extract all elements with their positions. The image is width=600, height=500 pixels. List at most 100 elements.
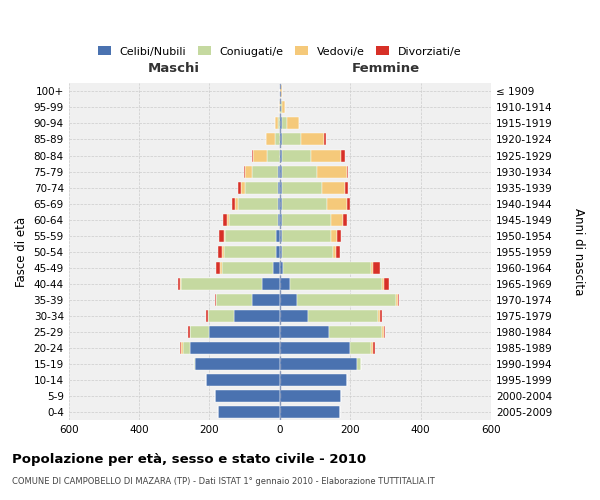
Bar: [181, 278, 262, 290]
Bar: [218, 246, 222, 258]
Bar: [251, 150, 253, 162]
Bar: [311, 150, 341, 162]
Bar: [332, 246, 336, 258]
Bar: [281, 214, 331, 226]
Bar: [208, 310, 234, 322]
Bar: [183, 342, 190, 354]
Bar: [190, 342, 280, 354]
Bar: [223, 214, 227, 226]
Bar: [225, 230, 276, 241]
Bar: [217, 294, 251, 306]
Bar: [280, 406, 340, 418]
Bar: [245, 182, 278, 194]
Bar: [209, 326, 280, 338]
Bar: [194, 358, 196, 370]
Bar: [222, 262, 273, 274]
Bar: [357, 358, 361, 370]
Y-axis label: Fasce di età: Fasce di età: [15, 216, 28, 287]
Bar: [280, 294, 298, 306]
Bar: [281, 198, 328, 209]
Bar: [280, 278, 290, 290]
Bar: [280, 326, 329, 338]
Bar: [337, 230, 341, 241]
Bar: [229, 214, 278, 226]
Bar: [287, 118, 299, 130]
Bar: [196, 358, 280, 370]
Bar: [206, 310, 208, 322]
Bar: [178, 278, 179, 290]
Bar: [308, 310, 379, 322]
Bar: [347, 198, 350, 209]
Bar: [276, 230, 280, 241]
Legend: Celibi/Nubili, Coniugati/e, Vedovi/e, Divorziati/e: Celibi/Nubili, Coniugati/e, Vedovi/e, Di…: [93, 42, 466, 61]
Bar: [280, 390, 341, 402]
Bar: [251, 294, 280, 306]
Bar: [275, 134, 280, 145]
Bar: [235, 198, 238, 209]
Bar: [280, 358, 357, 370]
Bar: [322, 182, 345, 194]
Bar: [280, 134, 281, 145]
Bar: [331, 230, 337, 241]
Bar: [281, 102, 285, 114]
Bar: [280, 150, 281, 162]
Bar: [382, 326, 383, 338]
Bar: [283, 262, 371, 274]
Bar: [280, 166, 281, 177]
Bar: [383, 278, 389, 290]
Bar: [280, 374, 347, 386]
Bar: [347, 166, 349, 177]
Bar: [345, 182, 348, 194]
Bar: [224, 246, 276, 258]
Bar: [275, 118, 278, 130]
Bar: [251, 166, 278, 177]
Bar: [266, 134, 275, 145]
Bar: [278, 166, 280, 177]
Bar: [232, 198, 235, 209]
Bar: [278, 198, 280, 209]
Bar: [298, 294, 396, 306]
Bar: [383, 326, 385, 338]
Bar: [331, 214, 343, 226]
Bar: [281, 134, 301, 145]
Bar: [280, 214, 281, 226]
Bar: [280, 198, 281, 209]
Bar: [382, 278, 383, 290]
Bar: [280, 118, 281, 130]
Bar: [329, 326, 382, 338]
Bar: [224, 230, 225, 241]
Bar: [328, 198, 347, 209]
Bar: [324, 134, 326, 145]
Bar: [281, 166, 317, 177]
Bar: [280, 246, 281, 258]
Bar: [181, 342, 183, 354]
Bar: [396, 294, 398, 306]
Bar: [341, 150, 345, 162]
Bar: [281, 150, 311, 162]
Bar: [273, 262, 280, 274]
Bar: [253, 150, 268, 162]
Bar: [276, 246, 280, 258]
Bar: [279, 102, 280, 114]
Bar: [188, 326, 190, 338]
Bar: [280, 310, 308, 322]
Bar: [280, 342, 350, 354]
Bar: [398, 294, 400, 306]
Bar: [278, 214, 280, 226]
Bar: [281, 118, 287, 130]
Bar: [380, 310, 382, 322]
Bar: [215, 294, 217, 306]
Bar: [280, 230, 281, 241]
Bar: [241, 182, 245, 194]
Bar: [301, 134, 324, 145]
Text: Popolazione per età, sesso e stato civile - 2010: Popolazione per età, sesso e stato civil…: [12, 452, 366, 466]
Bar: [262, 278, 280, 290]
Bar: [179, 278, 181, 290]
Y-axis label: Anni di nascita: Anni di nascita: [572, 208, 585, 296]
Bar: [234, 310, 280, 322]
Bar: [245, 166, 251, 177]
Bar: [268, 150, 280, 162]
Bar: [379, 310, 380, 322]
Bar: [220, 262, 222, 274]
Bar: [281, 230, 331, 241]
